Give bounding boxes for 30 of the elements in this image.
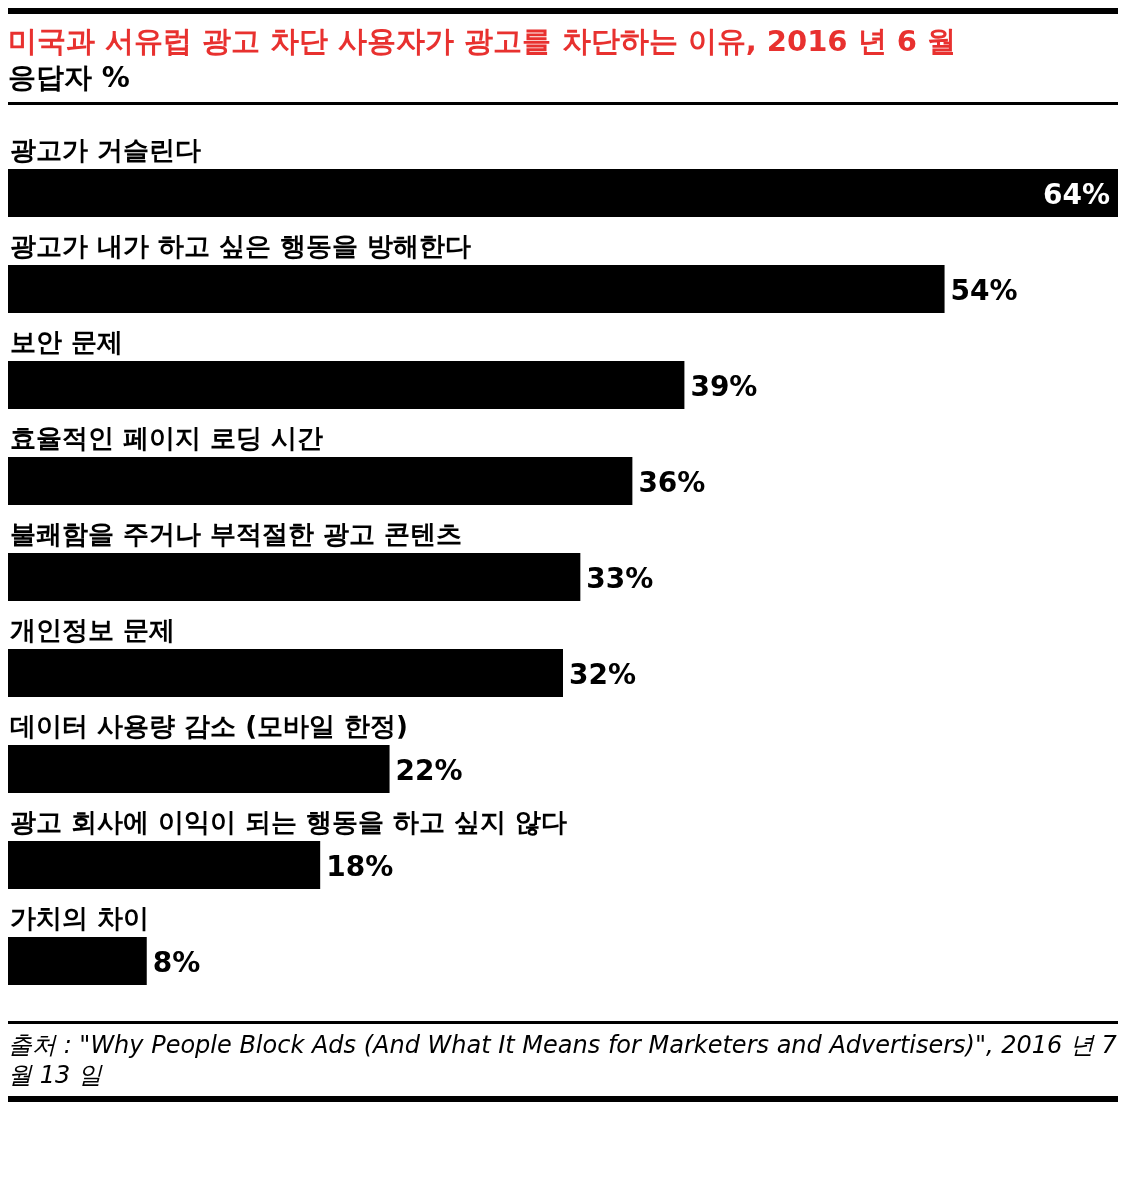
bar — [8, 841, 321, 889]
source-note: 출처 : "Why People Block Ads (And What It Means for Marketers and Advertisers)", 2016 년 7 월 13 일 — [8, 1030, 1118, 1090]
y-tick-label: 광고 회사에 이익이 되는 행동을 하고 싶지 않다 — [10, 807, 568, 837]
y-tick-label: 광고가 내가 하고 싶은 행동을 방해한다 — [10, 231, 472, 261]
y-tick-label: 효율적인 페이지 로딩 시간 — [10, 423, 324, 453]
data-label: 33% — [586, 562, 654, 595]
y-tick-label: 가치의 차이 — [10, 903, 150, 933]
y-tick-label: 광고가 거슬린다 — [10, 135, 202, 165]
chart-subtitle: 응답자 % — [8, 60, 131, 96]
y-tick-label: 불쾌함을 주거나 부적절한 광고 콘텐츠 — [10, 519, 463, 549]
bar — [8, 553, 581, 601]
bar — [8, 937, 147, 985]
bar — [8, 361, 685, 409]
y-tick-label: 보안 문제 — [10, 327, 124, 357]
data-label: 32% — [569, 658, 637, 691]
data-label: 36% — [638, 466, 706, 499]
bar — [8, 265, 945, 313]
data-label: 64% — [1042, 178, 1110, 211]
data-label: 39% — [690, 370, 758, 403]
data-label: 18% — [326, 850, 394, 883]
y-tick-label: 데이터 사용량 감소 (모바일 한정) — [10, 711, 408, 741]
data-label: 22% — [395, 754, 463, 787]
bar — [8, 169, 1118, 217]
bar — [8, 745, 390, 793]
bar — [8, 457, 633, 505]
chart-title: 미국과 서유럽 광고 차단 사용자가 광고를 차단하는 이유, 2016 년 6 월 — [8, 23, 957, 60]
bar — [8, 649, 563, 697]
data-label: 8% — [152, 946, 201, 979]
data-label: 54% — [950, 274, 1018, 307]
y-tick-label: 개인정보 문제 — [10, 615, 176, 645]
